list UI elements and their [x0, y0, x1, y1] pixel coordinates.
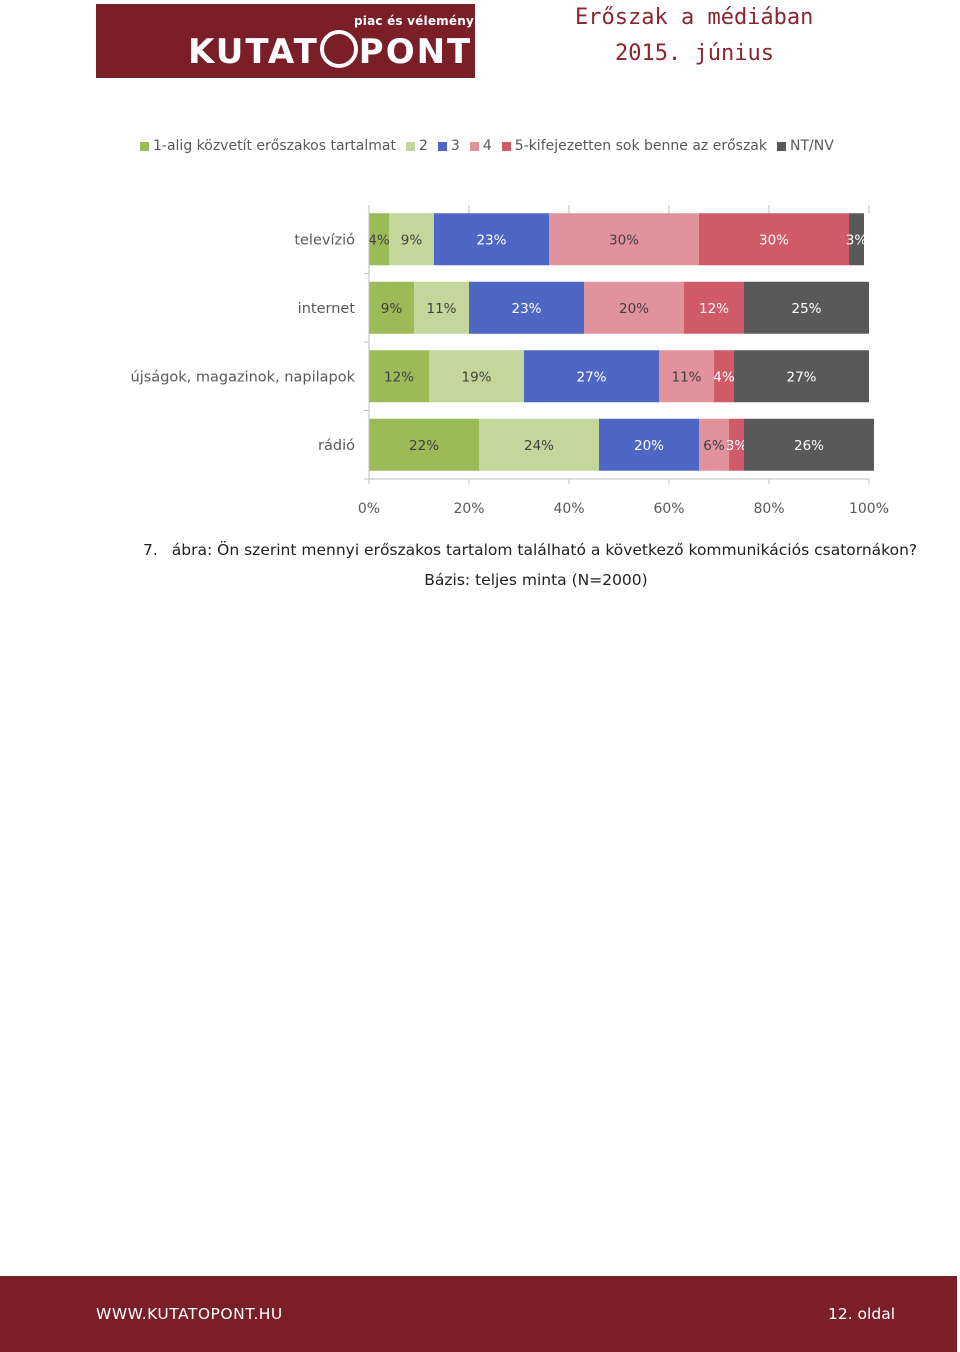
footer-website-link[interactable]: WWW.KUTATOPONT.HU [96, 1305, 283, 1323]
data-label: 30% [609, 232, 639, 248]
data-label: 25% [791, 301, 821, 317]
footer: WWW.KUTATOPONT.HU 12. oldal [0, 1276, 957, 1352]
logo-tagline: piac és vélemény [354, 14, 474, 28]
bar-segment [369, 281, 414, 334]
document-date: 2015. június [615, 41, 774, 66]
legend-label: 3 [450, 138, 460, 154]
x-tick-label: 40% [553, 501, 584, 517]
data-label: 26% [794, 438, 824, 454]
data-label: 6% [703, 438, 725, 454]
logo-brand-right: PONT [358, 32, 473, 72]
data-label: 20% [634, 438, 664, 454]
figure-number: 7. [143, 541, 158, 559]
legend-swatch [405, 141, 415, 151]
legend-item: NT/NV [776, 138, 834, 154]
bar-segment [429, 350, 524, 403]
bar-segment [389, 213, 434, 266]
data-label: 11% [426, 301, 456, 317]
bar-segment [684, 281, 744, 334]
legend-swatch [140, 141, 149, 151]
data-label: 9% [401, 232, 423, 248]
bar-segment [714, 350, 734, 403]
figure-caption-text: ábra: Ön szerint mennyi erőszakos tartal… [171, 541, 918, 559]
bar-segment [659, 350, 714, 403]
legend-label: 5-kifejezetten sok benne az erőszak [514, 138, 767, 154]
data-label: 27% [786, 369, 816, 385]
bar-segment [369, 213, 389, 266]
data-label: 4% [713, 369, 735, 385]
bar-segment [729, 418, 744, 471]
data-label: 9% [381, 301, 403, 317]
x-tick-label: 60% [653, 501, 684, 517]
category-label: televízió [294, 232, 355, 248]
legend-item: 3 [437, 138, 460, 154]
legend-swatch [776, 141, 786, 151]
page-number: 12. oldal [827, 1305, 895, 1323]
legend-label: 4 [482, 138, 492, 154]
x-tick-label: 80% [753, 501, 784, 517]
logo-brand: KUTAT PONT [188, 30, 472, 72]
bar-segment [584, 281, 684, 334]
data-label: 3% [726, 438, 748, 454]
bar-segment [699, 213, 849, 266]
legend-label: NT/NV [789, 138, 834, 154]
legend-swatch [437, 141, 447, 151]
legend-item: 1-alig közvetít erőszakos tartalmat [140, 138, 396, 154]
data-label: 27% [576, 369, 606, 385]
data-label: 11% [671, 369, 701, 385]
stacked-bar-chart: televízió 4% 9% 23% 30% 30% 3% internet 9% 11% 23%… [131, 205, 889, 517]
data-label: 24% [524, 438, 554, 454]
legend-item: 4 [469, 138, 492, 154]
x-tick-label: 100% [849, 501, 889, 517]
bar-segment [469, 281, 584, 334]
legend-swatch [501, 141, 511, 151]
bar-segment [734, 350, 869, 403]
chart-legend: 1-alig közvetít erőszakos tartalmat 2 3 4 5-… [140, 138, 844, 158]
data-label: 22% [409, 438, 439, 454]
legend-label: 2 [418, 138, 428, 154]
data-label: 3% [846, 232, 868, 248]
sample-base: Bázis: teljes minta (N=2000) [424, 571, 648, 589]
data-label: 23% [511, 301, 541, 317]
bar-segment [549, 213, 699, 266]
logo-ring-icon [319, 30, 358, 68]
category-label: újságok, magazinok, napilapok [131, 369, 356, 385]
data-label: 19% [461, 369, 491, 385]
legend-swatch [469, 141, 479, 151]
x-tick-label: 0% [358, 501, 380, 517]
document-title: Erőszak a médiában [575, 5, 814, 30]
data-label: 23% [476, 232, 506, 248]
bar-segment [434, 213, 549, 266]
data-label: 12% [384, 369, 414, 385]
x-tick-label: 20% [453, 501, 484, 517]
logo-brand-left: KUTAT [188, 32, 319, 72]
bar-segment [524, 350, 659, 403]
data-label: 4% [368, 232, 390, 248]
bar-segment [599, 418, 699, 471]
data-label: 20% [619, 301, 649, 317]
bar-segment [744, 281, 869, 334]
bar-segment [369, 418, 479, 471]
category-label: rádió [318, 438, 355, 454]
bar-segment [849, 213, 864, 266]
bar-segment [369, 350, 429, 403]
data-label: 12% [699, 301, 729, 317]
bar-segment [744, 418, 874, 471]
figure-caption: 7. ábra: Ön szerint mennyi erőszakos tart… [143, 541, 917, 559]
legend-item: 2 [405, 138, 428, 154]
legend-item: 5-kifejezetten sok benne az erőszak [501, 138, 767, 154]
data-label: 30% [759, 232, 789, 248]
category-label: internet [298, 301, 356, 317]
logo: piac és vélemény KUTAT PONT [96, 4, 475, 78]
bar-segment [479, 418, 599, 471]
bar-segment [414, 281, 469, 334]
bar-segment [699, 418, 729, 471]
legend-label: 1-alig közvetít erőszakos tartalmat [153, 138, 396, 154]
